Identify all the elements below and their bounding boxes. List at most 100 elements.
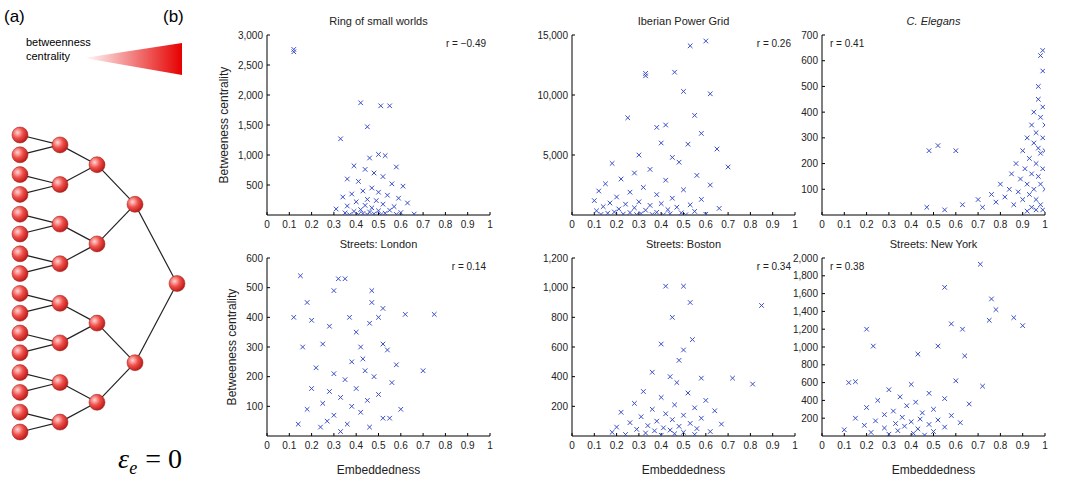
- x-tick-label: 1: [1042, 219, 1048, 230]
- scatter-point: [1032, 187, 1037, 192]
- scatter-point: [378, 104, 383, 109]
- figure: (a)(b)betweennesscentralityεe= 0Ring of …: [0, 0, 1081, 486]
- scatter-point: [954, 148, 959, 153]
- scatter-point: [960, 327, 965, 332]
- scatter-point: [614, 195, 619, 200]
- x-tick: [356, 433, 357, 436]
- scatter-point: [383, 153, 388, 158]
- y-axis: [572, 35, 573, 215]
- tree-node: [52, 137, 68, 153]
- scatter-point: [390, 182, 395, 187]
- gradient-triangle: [84, 43, 182, 75]
- scatter-point: [1034, 161, 1039, 166]
- y-tick: [572, 155, 575, 156]
- scatter-point: [927, 422, 932, 427]
- scatter-point: [654, 419, 659, 424]
- tree-node: [52, 256, 68, 272]
- scatter-point: [958, 420, 963, 425]
- y-tick: [267, 376, 270, 377]
- points: [610, 284, 764, 436]
- x-tick: [289, 212, 290, 215]
- scatter-point: [314, 365, 319, 370]
- tree-node: [89, 394, 105, 410]
- scatter-point: [305, 300, 310, 305]
- scatter-point: [704, 212, 709, 215]
- x-tick: [572, 212, 573, 215]
- scatter-point: [614, 425, 619, 430]
- caption-subscript: e: [129, 458, 137, 478]
- y-tick-label: 1,000: [793, 342, 818, 353]
- scatter-point: [367, 321, 372, 326]
- tree-node: [12, 345, 28, 361]
- scatter-point: [634, 427, 639, 432]
- y-tick: [572, 406, 575, 407]
- tree-edges: [20, 135, 177, 432]
- scatter-point: [916, 427, 921, 432]
- scatter-point: [405, 201, 410, 206]
- x-tick: [844, 212, 845, 215]
- scatter-point: [354, 200, 359, 205]
- x-tick-label: 0.4: [349, 440, 363, 451]
- x-tick: [1000, 433, 1001, 436]
- tree-node: [89, 157, 105, 173]
- scatter-point: [381, 174, 386, 179]
- y-tick-label: 100: [246, 401, 263, 412]
- x-tick: [728, 212, 729, 215]
- scatter-point: [654, 210, 659, 215]
- x-tick: [795, 433, 796, 436]
- scatter-point: [305, 407, 310, 412]
- scatter-point: [688, 300, 693, 305]
- scatter-point: [341, 195, 346, 200]
- scatter-point: [681, 89, 686, 94]
- scatter-point: [1032, 141, 1037, 146]
- scatter-point: [967, 402, 972, 407]
- y-tick: [822, 137, 825, 138]
- x-tick: [750, 433, 751, 436]
- y-tick: [267, 125, 270, 126]
- y-tick: [822, 35, 825, 36]
- points: [842, 262, 1025, 436]
- scatter-point: [663, 411, 668, 416]
- points: [291, 274, 436, 434]
- scatter-point: [637, 200, 642, 205]
- x-tick-label: 0.5: [927, 440, 941, 451]
- scatter-point: [641, 389, 646, 394]
- x-tick-label: 0.7: [416, 219, 430, 230]
- x-tick: [978, 212, 979, 215]
- scatter-point: [345, 177, 350, 182]
- scatter-point: [617, 207, 622, 212]
- scatter-point: [381, 416, 386, 421]
- y-tick-label: 1,600: [793, 288, 818, 299]
- scatter-point: [291, 50, 296, 55]
- scatter-point: [390, 380, 395, 385]
- points: [925, 48, 1045, 213]
- x-tick-label: 0.2: [860, 219, 874, 230]
- scatter-point: [699, 131, 704, 136]
- scatter-point: [683, 212, 688, 215]
- scatter-point: [367, 425, 372, 430]
- scatter-point: [670, 196, 675, 201]
- scatter-point: [365, 398, 370, 403]
- x-tick: [378, 433, 379, 436]
- scatter-point: [1018, 177, 1023, 182]
- scatter-point: [661, 426, 666, 431]
- scatter-point: [659, 433, 664, 436]
- x-tick: [333, 433, 334, 436]
- x-tick-label: 0.1: [837, 440, 851, 451]
- x-tick-label: 1: [487, 219, 493, 230]
- scatter-panel: Streets: London00.10.20.30.40.50.60.70.8…: [225, 238, 493, 477]
- scatter-point: [659, 141, 664, 146]
- scatter-point: [432, 312, 437, 317]
- scatter-point: [902, 424, 907, 429]
- scatter-point: [896, 428, 901, 433]
- scatter-point: [1025, 136, 1030, 141]
- scatter-point: [1038, 182, 1043, 187]
- y-tick: [822, 329, 825, 330]
- scatter-point: [918, 417, 923, 422]
- tree-node: [12, 266, 28, 282]
- scatter-point: [387, 104, 392, 109]
- scatter-point: [1043, 123, 1045, 128]
- scatter-point: [654, 192, 659, 197]
- scatter-point: [1016, 190, 1021, 195]
- diagram-title: betweennesscentrality: [26, 36, 91, 62]
